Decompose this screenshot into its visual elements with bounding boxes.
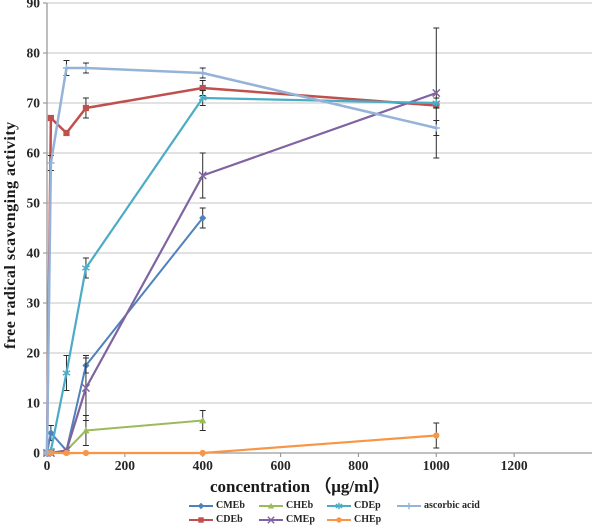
y-tick-label: 0 [33,446,40,461]
series-CDEb [43,80,440,457]
y-tick-label: 10 [27,396,41,411]
gridlines [47,2,592,404]
x-tick-label: 1200 [501,458,528,472]
legend-swatch-square-icon [189,516,213,523]
legend-swatch-x-icon [259,515,283,524]
x-tick-label: 400 [193,458,214,472]
legend-label: CHEp [354,514,382,525]
legend-swatch-asterisk-icon [327,502,351,509]
legend-item-CMEp: CMEp [258,514,326,525]
y-tick-label: 20 [27,346,41,361]
legend-label: CDEb [216,514,243,525]
axis-ticks: 0 10 20 30 40 50 60 70 80 90 0 200 400 600 800 1000 1200 [27,0,528,473]
legend-label: CMEb [216,500,245,511]
x-axis-title: concentration （μg/ml） [209,477,391,496]
legend-item-ascorbic-acid: ascorbic acid [396,500,508,511]
y-tick-label: 60 [27,146,41,161]
legend-item-CMEb: CMEb [188,500,258,511]
y-tick-label: 50 [27,196,41,211]
legend-item-CHEb: CHEb [258,500,326,511]
legend-label: CMEp [286,514,315,525]
legend-label: ascorbic acid [424,500,480,511]
legend-swatch-circle-icon [327,516,351,523]
legend-swatch-plus-icon [397,502,421,509]
series-ascorbic-acid [43,60,440,457]
chart-legend: CMEb CHEb CDEp ascorbic acid CDEb CMEp CHEp [0,500,600,525]
x-tick-label: 0 [44,458,51,472]
x-tick-label: 200 [115,458,136,472]
y-tick-label: 90 [27,0,41,11]
x-tick-label: 600 [270,458,291,472]
y-tick-label: 70 [27,96,41,111]
legend-swatch-diamond-icon [189,502,213,509]
y-tick-label: 40 [27,246,41,261]
chart-canvas: 0 10 20 30 40 50 60 70 80 90 0 200 400 600 800 1000 1200 [27,0,592,473]
legend-item-CDEp: CDEp [326,500,396,511]
legend-label: CHEb [286,500,314,511]
legend-swatch-triangle-icon [259,502,283,509]
legend-label: CDEp [354,500,381,511]
y-tick-label: 30 [27,296,41,311]
series-CHEp [43,422,440,457]
y-axis-title: free radical scavenging activity [2,121,19,349]
series-CDEp [43,90,441,457]
x-tick-label: 800 [348,458,369,472]
x-tick-label: 1000 [423,458,450,472]
series-CMEb [43,207,207,457]
y-tick-label: 80 [27,46,41,61]
legend-item-CHEp: CHEp [326,514,396,525]
legend-item-CDEb: CDEb [188,514,258,525]
